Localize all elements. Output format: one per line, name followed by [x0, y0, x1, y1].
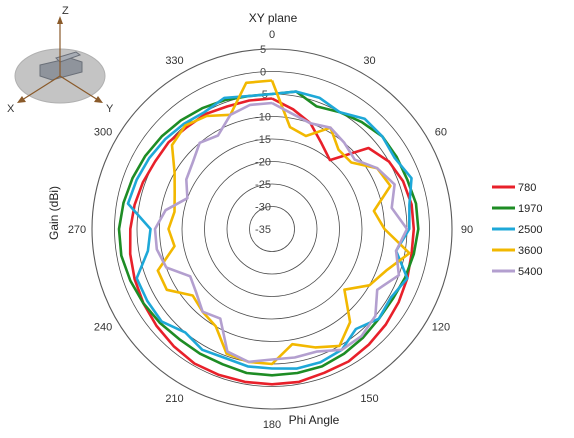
- radial-tick-label: -30: [255, 202, 271, 214]
- series-line-780: [128, 97, 416, 386]
- angle-tick-label: 150: [360, 393, 378, 405]
- axis-orientation-icon: Z X Y: [7, 5, 114, 115]
- radial-tick-label: -25: [255, 179, 271, 191]
- legend-label-780: 780: [518, 182, 536, 194]
- radial-tick-label: -15: [255, 134, 271, 146]
- legend: 780 1970 2500 3600 5400: [492, 182, 542, 278]
- grid-ring: [226, 183, 318, 275]
- angle-tick-label: 210: [165, 393, 183, 405]
- angle-tick-label: 300: [94, 127, 112, 139]
- grid-ring: [114, 71, 430, 387]
- angle-tick-label: 90: [461, 224, 473, 236]
- series-line-5400: [153, 101, 409, 364]
- legend-label-1970: 1970: [518, 203, 542, 215]
- grid-ring: [159, 116, 385, 342]
- radial-tick-label: -35: [255, 224, 271, 236]
- grid-ring: [204, 161, 340, 297]
- y-axis-title: Gain (dBi): [47, 186, 61, 240]
- legend-label-2500: 2500: [518, 224, 542, 236]
- series-line-2500: [126, 90, 413, 370]
- grid-ring: [249, 206, 295, 252]
- y-axis-label: Y: [106, 103, 114, 115]
- angle-tick-label: 0: [269, 29, 275, 41]
- chart-title: XY plane: [249, 11, 298, 25]
- angle-tick-label: 240: [94, 322, 112, 334]
- angle-tick-label: 30: [363, 55, 375, 67]
- angle-tick-label: 120: [432, 322, 450, 334]
- series-line-1970: [117, 90, 420, 377]
- legend-label-3600: 3600: [518, 245, 542, 257]
- angle-tick-label: 270: [68, 224, 86, 236]
- y-axis-line: [59, 75, 99, 101]
- radial-tick-label: -10: [255, 112, 271, 124]
- x-axis-label: X: [7, 103, 15, 115]
- angle-tick-label: 180: [263, 419, 281, 431]
- legend-label-5400: 5400: [518, 266, 542, 278]
- angle-tick-label: 60: [435, 127, 447, 139]
- x-axis-title: Phi Angle: [289, 413, 340, 427]
- series-group: [117, 79, 420, 386]
- radial-tick-label: 5: [260, 44, 266, 56]
- angle-tick-label: 330: [165, 55, 183, 67]
- radial-tick-label: -20: [255, 157, 271, 169]
- tick-labels: 50-5-10-15-20-25-30-35030609012015018021…: [68, 29, 473, 431]
- grid-ring: [91, 48, 453, 410]
- radial-tick-label: 0: [260, 67, 266, 79]
- grid-ring: [181, 138, 363, 320]
- x-axis-line: [21, 75, 61, 101]
- z-axis-label: Z: [62, 5, 69, 17]
